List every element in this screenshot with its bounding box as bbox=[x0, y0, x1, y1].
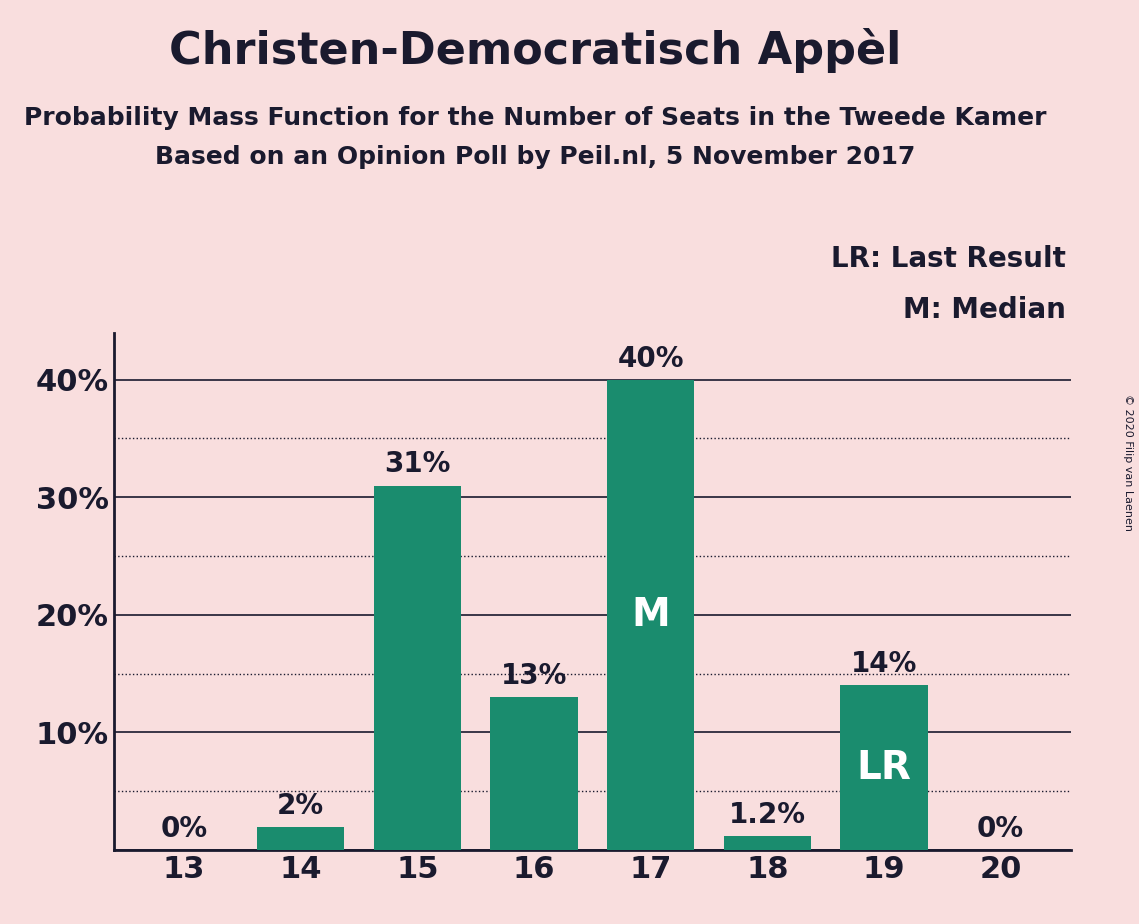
Text: LR: LR bbox=[857, 748, 911, 786]
Text: Probability Mass Function for the Number of Seats in the Tweede Kamer: Probability Mass Function for the Number… bbox=[24, 106, 1047, 130]
Text: 2%: 2% bbox=[277, 792, 325, 820]
Text: 0%: 0% bbox=[977, 815, 1024, 843]
Bar bbox=[256, 827, 344, 850]
Bar bbox=[607, 380, 695, 850]
Text: M: Median: M: Median bbox=[903, 297, 1066, 324]
Bar bbox=[490, 698, 577, 850]
Bar bbox=[374, 485, 461, 850]
Text: 0%: 0% bbox=[161, 815, 207, 843]
Text: 1.2%: 1.2% bbox=[729, 801, 805, 829]
Bar bbox=[841, 686, 928, 850]
Text: LR: Last Result: LR: Last Result bbox=[831, 245, 1066, 273]
Text: Christen-Democratisch Appèl: Christen-Democratisch Appèl bbox=[170, 28, 901, 73]
Text: © 2020 Filip van Laenen: © 2020 Filip van Laenen bbox=[1123, 394, 1133, 530]
Bar bbox=[723, 836, 811, 850]
Text: 14%: 14% bbox=[851, 650, 917, 678]
Text: Based on an Opinion Poll by Peil.nl, 5 November 2017: Based on an Opinion Poll by Peil.nl, 5 N… bbox=[155, 145, 916, 169]
Text: 40%: 40% bbox=[617, 345, 683, 372]
Text: 13%: 13% bbox=[501, 663, 567, 690]
Text: M: M bbox=[631, 596, 670, 634]
Text: 31%: 31% bbox=[384, 451, 450, 479]
